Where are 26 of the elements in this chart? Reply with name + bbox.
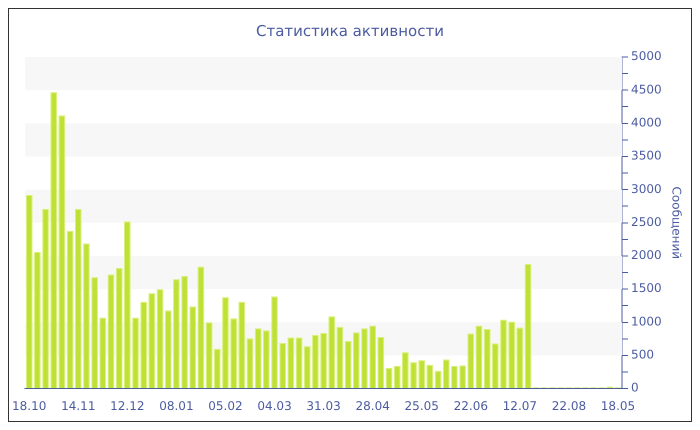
x-tick-label: 18.10: [12, 398, 46, 413]
y-tick-label: 2500: [631, 214, 662, 229]
x-tick-label: 14.11: [61, 398, 96, 413]
x-tick-label: 28.04: [355, 398, 390, 413]
y-tick-label: 4000: [631, 115, 662, 130]
x-tick-label: 31.03: [306, 398, 341, 413]
x-tick-label: 08.01: [159, 398, 194, 413]
x-tick-label: 12.12: [110, 398, 145, 413]
x-tick-label: 12.07: [502, 398, 538, 413]
y-tick-label: 5000: [631, 49, 662, 64]
x-tick-label: 18.05: [600, 398, 636, 413]
y-tick-label: 0: [631, 380, 639, 395]
x-tick-label: 04.03: [257, 398, 292, 413]
y-axis-title: Сообщений: [670, 186, 684, 260]
y-tick-label: 3500: [631, 148, 662, 163]
x-tick-label: 05.02: [208, 398, 243, 413]
x-tick-label: 25.05: [404, 398, 439, 413]
y-tick-label: 1500: [631, 281, 662, 296]
y-tick-label: 4500: [631, 82, 662, 96]
y-tick-label: 3000: [631, 182, 662, 196]
y-tick-label: 1000: [631, 314, 662, 328]
y-tick-label: 2000: [631, 248, 662, 262]
chart-title: Статистика активности: [256, 22, 444, 40]
x-tick-label: 22.08: [552, 398, 586, 413]
y-tick-label: 500: [631, 348, 654, 362]
x-tick-label: 22.06: [454, 398, 488, 413]
